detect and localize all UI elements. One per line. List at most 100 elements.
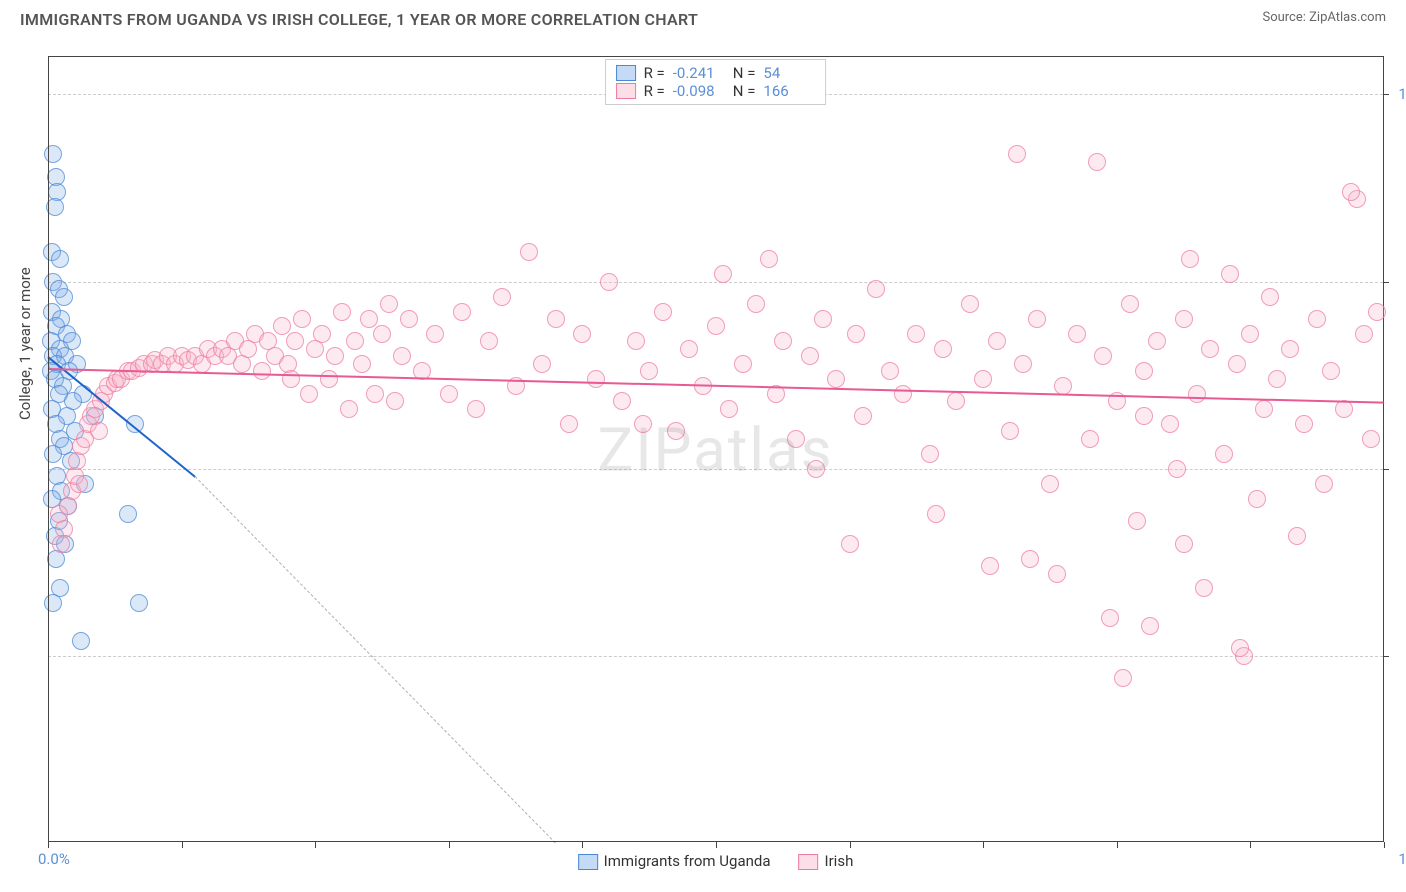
data-point bbox=[1001, 422, 1019, 440]
data-point bbox=[1048, 565, 1066, 583]
data-point bbox=[1008, 145, 1026, 163]
y-axis-left bbox=[48, 57, 49, 842]
data-point bbox=[1268, 370, 1286, 388]
data-point bbox=[293, 310, 311, 328]
data-point bbox=[1215, 445, 1233, 463]
legend-swatch bbox=[799, 854, 819, 870]
data-point bbox=[340, 400, 358, 418]
data-point bbox=[50, 505, 68, 523]
source-prefix: Source: bbox=[1262, 10, 1309, 25]
data-point bbox=[1101, 609, 1119, 627]
data-point bbox=[1081, 430, 1099, 448]
data-point bbox=[1368, 303, 1386, 321]
x-tick bbox=[850, 842, 851, 848]
data-point bbox=[1041, 475, 1059, 493]
data-point bbox=[1315, 475, 1333, 493]
y-tick-label: 100.0% bbox=[1398, 85, 1406, 103]
data-point bbox=[300, 385, 318, 403]
data-point bbox=[774, 332, 792, 350]
data-point bbox=[1135, 362, 1153, 380]
x-tick-label-max: 100.0% bbox=[1398, 850, 1406, 868]
y-tick bbox=[1383, 94, 1389, 95]
n-value: 166 bbox=[763, 82, 815, 100]
data-point bbox=[1135, 407, 1153, 425]
legend-swatch bbox=[578, 854, 598, 870]
r-value: -0.098 bbox=[673, 82, 725, 100]
data-point bbox=[533, 355, 551, 373]
data-point bbox=[55, 288, 73, 306]
x-tick bbox=[182, 842, 183, 848]
data-point bbox=[1295, 415, 1313, 433]
data-point bbox=[326, 347, 344, 365]
data-point bbox=[1241, 325, 1259, 343]
data-point bbox=[981, 557, 999, 575]
data-point bbox=[1228, 355, 1246, 373]
data-point bbox=[854, 407, 872, 425]
data-point bbox=[70, 475, 88, 493]
legend-swatch bbox=[616, 83, 636, 99]
x-tick bbox=[1117, 842, 1118, 848]
data-point bbox=[894, 385, 912, 403]
data-point bbox=[1068, 325, 1086, 343]
legend-label: Immigrants from Uganda bbox=[604, 852, 771, 870]
data-point bbox=[927, 505, 945, 523]
data-point bbox=[547, 310, 565, 328]
data-point bbox=[707, 317, 725, 335]
x-tick bbox=[48, 842, 49, 848]
data-point bbox=[1168, 460, 1186, 478]
data-point bbox=[386, 392, 404, 410]
data-point bbox=[907, 325, 925, 343]
data-point bbox=[667, 422, 685, 440]
data-point bbox=[1322, 362, 1340, 380]
data-point bbox=[1121, 295, 1139, 313]
data-point bbox=[119, 505, 137, 523]
data-point bbox=[286, 332, 304, 350]
data-point bbox=[1281, 340, 1299, 358]
data-point bbox=[1088, 153, 1106, 171]
data-point bbox=[360, 310, 378, 328]
data-point bbox=[573, 325, 591, 343]
x-tick bbox=[582, 842, 583, 848]
data-point bbox=[1175, 310, 1193, 328]
data-point bbox=[426, 325, 444, 343]
x-tick bbox=[716, 842, 717, 848]
data-point bbox=[393, 347, 411, 365]
data-point bbox=[1201, 340, 1219, 358]
data-point bbox=[921, 445, 939, 463]
data-point bbox=[587, 370, 605, 388]
source-link[interactable]: ZipAtlas.com bbox=[1309, 10, 1386, 25]
data-point bbox=[1362, 430, 1380, 448]
data-point bbox=[974, 370, 992, 388]
r-label: R = bbox=[644, 82, 665, 100]
data-point bbox=[1261, 288, 1279, 306]
data-point bbox=[1288, 527, 1306, 545]
data-point bbox=[787, 430, 805, 448]
data-point bbox=[760, 250, 778, 268]
data-point bbox=[1175, 535, 1193, 553]
y-axis-label: College, 1 year or more bbox=[16, 267, 34, 420]
data-point bbox=[847, 325, 865, 343]
data-point bbox=[627, 332, 645, 350]
data-point bbox=[1255, 400, 1273, 418]
data-point bbox=[720, 400, 738, 418]
data-point bbox=[814, 310, 832, 328]
data-point bbox=[714, 265, 732, 283]
x-tick-label-min: 0.0% bbox=[38, 850, 70, 868]
data-point bbox=[1014, 355, 1032, 373]
stats-legend-row: R = -0.241N = 54 bbox=[616, 64, 816, 82]
data-point bbox=[373, 325, 391, 343]
data-point bbox=[453, 303, 471, 321]
stats-legend: R = -0.241N = 54R = -0.098N = 166 bbox=[605, 59, 827, 105]
data-point bbox=[654, 303, 672, 321]
data-point bbox=[493, 288, 511, 306]
data-point bbox=[827, 370, 845, 388]
data-point bbox=[1148, 332, 1166, 350]
plot-region: 25.0%50.0%75.0%100.0% bbox=[48, 57, 1383, 842]
data-point bbox=[1021, 550, 1039, 568]
data-point bbox=[1308, 310, 1326, 328]
data-point bbox=[440, 385, 458, 403]
gridline bbox=[48, 282, 1383, 283]
x-tick bbox=[315, 842, 316, 848]
data-point bbox=[333, 303, 351, 321]
data-point bbox=[1355, 325, 1373, 343]
